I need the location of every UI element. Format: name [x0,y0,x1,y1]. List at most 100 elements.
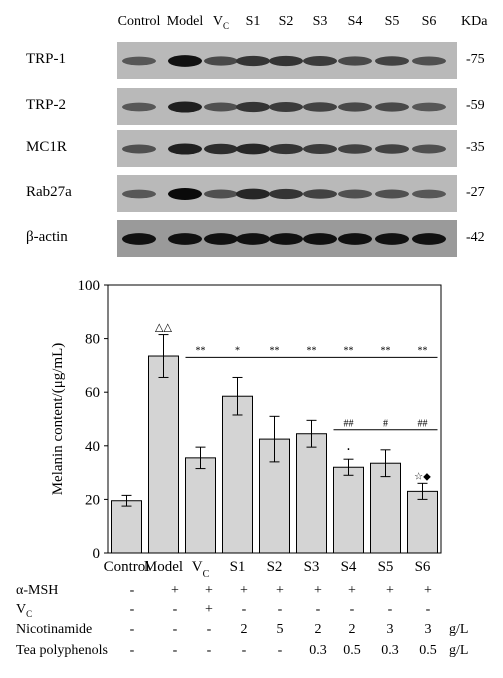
treatment-cell: - [206,622,212,637]
blot-band [236,188,270,200]
x-tick-label: S5 [378,559,394,575]
blot-band [236,143,270,155]
treatment-cell: - [129,622,135,637]
blot-band [168,143,202,155]
significance-star: * [235,345,240,356]
significance-hash: # [383,419,388,430]
blot-band [375,144,409,154]
treatment-cell: 0.3 [381,643,399,658]
blot-band [204,189,238,199]
molecular-weight-label: -42 [466,230,485,245]
treatment-cell: - [172,622,178,637]
significance-star: ** [270,345,280,356]
treatment-cell: 0.5 [343,643,361,658]
blot-band [269,233,303,245]
significance-star: ** [307,345,317,356]
x-tick-label: S6 [415,559,431,575]
blot-band [122,144,156,154]
significance-mark-s4: · [346,442,350,458]
treatment-cell: + [205,583,213,598]
treatment-cell: - [206,643,212,658]
molecular-weight-label: -75 [466,52,485,67]
blot-band [303,233,337,245]
treatment-cell: 3 [424,622,432,637]
treatment-cell: - [425,602,431,617]
lane-label-s2: S2 [278,14,294,29]
treatment-row-label: Nicotinamide [16,622,93,637]
blot-band [204,56,238,66]
treatment-cell: 2 [314,622,322,637]
treatment-cell: + [314,583,322,598]
y-tick-label: 20 [85,492,100,508]
treatment-cell: - [277,602,283,617]
x-tick-label: S4 [341,559,357,575]
blot-band [168,55,202,67]
x-tick-label: S3 [304,559,320,575]
treatment-cell: + [240,583,248,598]
blot-band [412,144,446,154]
kda-header: KDa [461,14,488,29]
blot-band [204,233,238,245]
blot-band [122,102,156,112]
bar-model [148,355,179,554]
treatment-cell: 5 [276,622,284,637]
treatment-cell: + [171,583,179,598]
bar-s5 [370,462,401,554]
treatment-row-label: α-MSH [16,583,59,598]
molecular-weight-label: -59 [466,98,485,113]
blot-band [375,233,409,245]
blot-band [338,189,372,199]
treatment-table: α-MSH - + + + + + + + + VC - - + - - - - - - Nicotinamide - - -… [0,580,503,678]
treatment-cell: + [276,583,284,598]
blot-band [375,102,409,112]
molecular-weight-label: -35 [466,140,485,155]
blot-band [375,189,409,199]
blot-band [122,233,156,245]
treatment-cell: 0.5 [419,643,437,658]
blot-band [338,144,372,154]
treatment-cell: - [315,602,321,617]
significance-star: ** [344,345,354,356]
treatment-cell: - [387,602,393,617]
blot-band [412,56,446,66]
bar-s4 [333,466,364,554]
treatment-cell: + [386,583,394,598]
treatment-cell: + [348,583,356,598]
treatment-cell: - [129,583,135,598]
blot-band [122,189,156,199]
blot-band [204,143,238,155]
x-tick-label: Model [144,559,183,575]
treatment-cell: - [172,643,178,658]
blot-band [269,143,303,155]
blot-band [269,55,303,67]
lane-label-control: Control [117,14,161,29]
blot-band [338,233,372,245]
blot-band [412,189,446,199]
lane-label-model: Model [166,14,204,29]
lane-label-s5: S5 [384,14,400,29]
treatment-cell: 0.3 [309,643,327,658]
lane-label-s3: S3 [312,14,328,29]
treatment-unit: g/L [449,622,469,637]
significance-mark-model: △△ [155,321,172,334]
y-tick-label: 100 [78,278,101,294]
x-tick-label: S2 [267,559,283,575]
significance-star: ** [196,345,206,356]
treatment-row-label: Tea polyphenols [16,643,108,658]
blot-band [236,233,270,245]
bar-s1 [222,395,253,554]
bar-s3 [296,433,327,554]
treatment-cell: - [241,643,247,658]
blot-band [269,102,303,112]
y-tick-label: 80 [85,332,100,348]
blot-row-label: MC1R [26,139,67,155]
blot-band [412,233,446,245]
blot-strip [117,42,457,79]
blot-band [269,188,303,200]
western-blot-panel: KDa Control Model VC S1 S2 S3 S4 S5 S6 TRP-1 -75 T… [0,0,503,270]
treatment-cell: 2 [348,622,356,637]
blot-band [303,189,337,199]
y-axis-label: Melanin content/(μg/mL) [50,343,66,496]
y-tick-label: 60 [85,385,100,401]
treatment-cell: 3 [386,622,394,637]
